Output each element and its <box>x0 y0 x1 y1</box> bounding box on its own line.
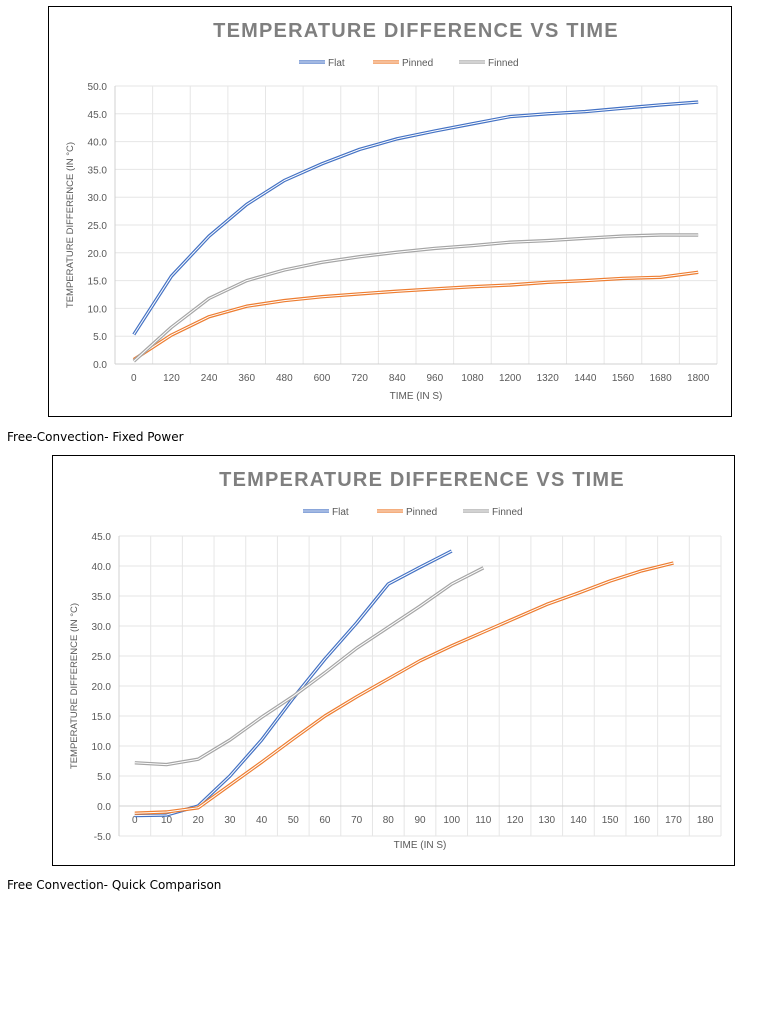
series-line-flat-inner <box>133 101 699 335</box>
series-line-finned-inner <box>134 567 484 766</box>
x-tick-label: 1080 <box>461 373 484 384</box>
x-tick-label: 240 <box>201 373 218 384</box>
y-tick-label: 0.0 <box>93 360 107 371</box>
caption-fixed-power: Free-Convection- Fixed Power <box>7 430 184 444</box>
x-tick-label: 1440 <box>574 373 597 384</box>
y-tick-label: 50.0 <box>88 82 108 93</box>
legend-label-pinned: Pinned <box>402 58 433 69</box>
x-tick-label: 840 <box>389 373 406 384</box>
chart-fixed-power: TEMPERATURE DIFFERENCE VS TIME Flat Pinned… <box>65 20 718 402</box>
y-tick-label: 5.0 <box>97 772 111 783</box>
y-tick-label: 0.0 <box>97 802 111 813</box>
series-line-finned-inner <box>133 234 699 362</box>
x-tick-label: 120 <box>507 815 524 826</box>
x-tick-label: 720 <box>351 373 368 384</box>
x-tick-label: 0 <box>131 373 137 384</box>
y-tick-label: 30.0 <box>88 193 108 204</box>
y-tick-label: 15.0 <box>88 277 108 288</box>
y-tick-label: 20.0 <box>88 249 108 260</box>
x-tick-label: 170 <box>665 815 682 826</box>
chart-title: TEMPERATURE DIFFERENCE VS TIME <box>213 20 619 42</box>
x-tick-label: 50 <box>288 815 300 826</box>
y-tick-label: 30.0 <box>92 622 112 633</box>
x-tick-label: 30 <box>224 815 236 826</box>
legend-label-finned: Finned <box>492 507 523 518</box>
y-tick-label: 40.0 <box>88 138 108 149</box>
y-axis-title: TEMPERATURE DIFFERENCE (IN °C) <box>65 142 76 308</box>
x-tick-label: 160 <box>633 815 650 826</box>
y-tick-label: 20.0 <box>92 682 112 693</box>
x-tick-label: 140 <box>570 815 587 826</box>
caption-quick-comparison: Free Convection- Quick Comparison <box>7 878 222 892</box>
x-tick-label: 130 <box>538 815 555 826</box>
y-tick-label: 25.0 <box>92 652 112 663</box>
x-tick-label: 1200 <box>499 373 522 384</box>
x-tick-label: 0 <box>132 815 138 826</box>
x-tick-label: 1680 <box>649 373 672 384</box>
y-tick-label: 45.0 <box>88 110 108 121</box>
legend-label-flat: Flat <box>332 507 349 518</box>
x-tick-label: 110 <box>475 815 491 826</box>
y-tick-label: 10.0 <box>88 304 108 315</box>
x-tick-label: 600 <box>314 373 331 384</box>
x-tick-label: 10 <box>161 815 173 826</box>
x-tick-label: 80 <box>383 815 395 826</box>
x-tick-label: 90 <box>414 815 426 826</box>
legend-label-flat: Flat <box>328 58 345 69</box>
x-tick-label: 40 <box>256 815 268 826</box>
x-tick-label: 1560 <box>612 373 635 384</box>
y-tick-label: 5.0 <box>93 332 107 343</box>
y-tick-label: 15.0 <box>92 712 112 723</box>
y-tick-label: 40.0 <box>92 562 112 573</box>
chart-frame-quick-comparison: TEMPERATURE DIFFERENCE VS TIME Flat Pinned… <box>52 455 735 866</box>
legend-label-pinned: Pinned <box>406 507 437 518</box>
y-tick-label: 35.0 <box>88 165 108 176</box>
y-tick-label: 10.0 <box>92 742 112 753</box>
x-tick-label: 480 <box>276 373 293 384</box>
y-tick-label: -5.0 <box>94 832 112 843</box>
x-tick-label: 1320 <box>537 373 560 384</box>
chart-quick-comparison: TEMPERATURE DIFFERENCE VS TIME Flat Pinned… <box>69 469 722 851</box>
x-tick-label: 100 <box>443 815 460 826</box>
series-line-pinned-inner <box>134 562 674 814</box>
x-axis-title: TIME (IN S) <box>390 391 443 402</box>
legend-label-finned: Finned <box>488 58 519 69</box>
x-tick-label: 70 <box>351 815 363 826</box>
x-tick-label: 960 <box>426 373 443 384</box>
x-axis-title: TIME (IN S) <box>394 840 447 851</box>
x-tick-label: 360 <box>238 373 255 384</box>
y-axis-title: TEMPERATURE DIFFERENCE (IN °C) <box>69 603 80 769</box>
chart-title: TEMPERATURE DIFFERENCE VS TIME <box>219 469 625 491</box>
chart-frame-fixed-power: TEMPERATURE DIFFERENCE VS TIME Flat Pinned… <box>48 6 732 417</box>
x-tick-label: 20 <box>193 815 205 826</box>
x-tick-label: 150 <box>602 815 619 826</box>
y-tick-label: 25.0 <box>88 221 108 232</box>
x-tick-label: 120 <box>163 373 180 384</box>
x-tick-label: 1800 <box>687 373 710 384</box>
y-tick-label: 45.0 <box>92 532 112 543</box>
x-tick-label: 60 <box>319 815 331 826</box>
x-tick-label: 180 <box>697 815 714 826</box>
y-tick-label: 35.0 <box>92 592 112 603</box>
series-line-pinned-inner <box>133 271 699 361</box>
